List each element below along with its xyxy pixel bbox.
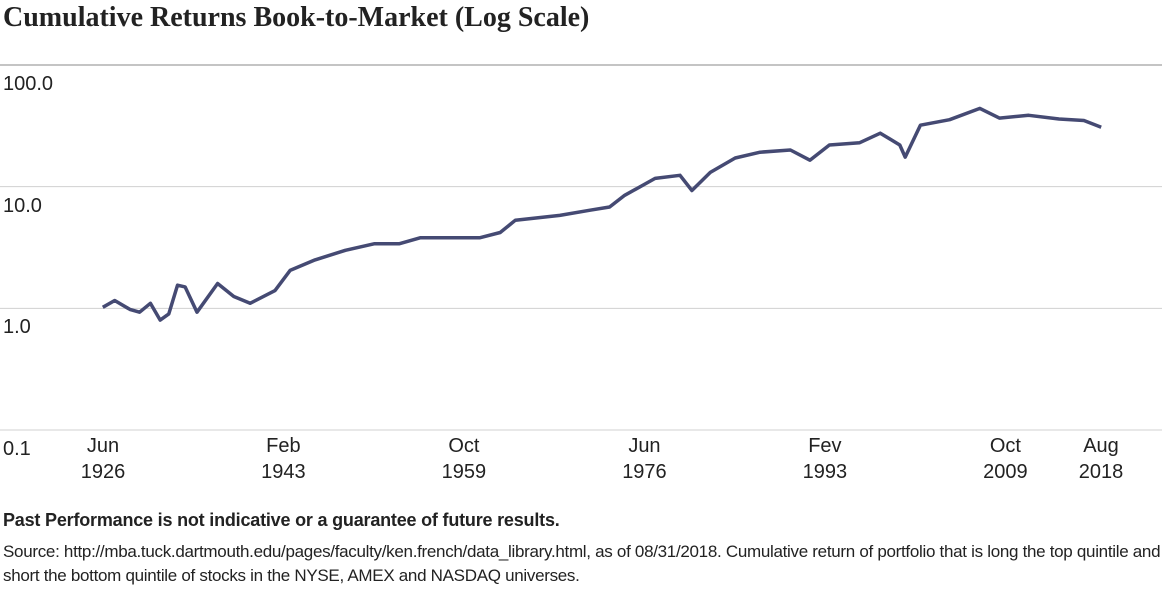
x-tick-label: Jun 1976 xyxy=(622,435,667,483)
chart xyxy=(0,64,1162,431)
x-tick-label: Feb 1943 xyxy=(261,435,306,483)
y-tick-label: 100.0 xyxy=(3,73,54,95)
note: Past Performance is not indicative or a … xyxy=(3,510,560,530)
x-tick-label: Oct 1959 xyxy=(441,435,487,483)
chart-title: Cumulative Returns Book-to-Market (Log S… xyxy=(3,2,590,33)
x-tick-label: Aug 2018 xyxy=(1078,435,1124,483)
source: Source: http://mba.tuck.dartmouth.edu/pa… xyxy=(3,542,1161,585)
y-tick-label: 10.0 xyxy=(3,194,42,217)
y-tick-label: 1.0 xyxy=(3,316,31,339)
data-line xyxy=(101,106,1102,322)
x-tick-label: Fev 1993 xyxy=(802,435,848,483)
x-tick-label: Oct 2009 xyxy=(983,435,1028,483)
y-tick-label: 0.1 xyxy=(3,438,31,460)
x-tick-label: Jun 1926 xyxy=(80,435,126,483)
